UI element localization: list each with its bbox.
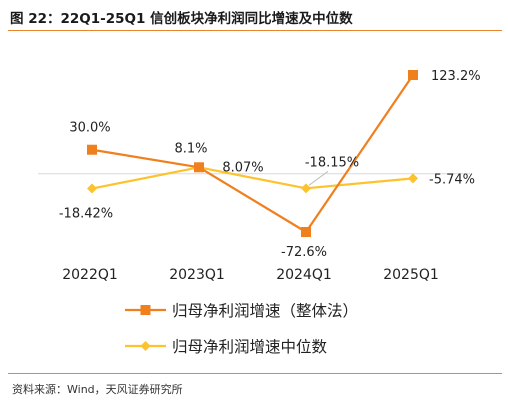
plot-layer [87, 70, 418, 237]
x-tick-label-2024Q1: 2024Q1 [276, 267, 332, 283]
legend-label: 归母净利润增速中位数 [172, 338, 328, 356]
series-line-median [91, 166, 414, 190]
point-median-2022Q1 [87, 183, 97, 194]
point-median-2024Q1 [301, 183, 311, 194]
line-chart: 30.0% 8.1% -72.6% 123.2% -18.42% 8.07% -18.15%… [38, 69, 481, 356]
data-label-median-2022Q1: -18.42% [59, 207, 113, 222]
x-tick-label-2025Q1: 2025Q1 [383, 267, 439, 283]
x-axis: 2022Q1 2023Q1 2024Q1 2025Q1 [62, 267, 439, 283]
x-tick-label-2022Q1: 2022Q1 [62, 267, 118, 283]
legend-item-overall: 归母净利润增速（整体法） [125, 302, 358, 320]
legend-label: 归母净利润增速（整体法） [172, 302, 358, 320]
label-layer: 30.0% 8.1% -72.6% 123.2% -18.42% 8.07% -18.15%… [59, 69, 481, 260]
point-overall-2022Q1 [87, 144, 97, 155]
data-label-median-2025Q1: -5.74% [429, 172, 475, 187]
legend: 归母净利润增速（整体法） 归母净利润增速中位数 [125, 302, 358, 356]
data-label-overall-2024Q1: -72.6% [281, 245, 327, 260]
legend-item-median: 归母净利润增速中位数 [125, 338, 328, 356]
point-overall-2025Q1 [408, 70, 418, 80]
data-label-median-2024Q1: -18.15% [305, 155, 359, 170]
data-label-overall-2025Q1: 123.2% [431, 69, 481, 84]
label-leader-line [308, 170, 329, 186]
data-label-overall-2023Q1: 8.1% [174, 141, 207, 156]
legend-marker-diamond [140, 341, 151, 351]
title-divider [8, 30, 502, 31]
point-median-2025Q1 [408, 173, 418, 184]
footer-divider [8, 373, 502, 374]
data-label-median-2023Q1: 8.07% [222, 160, 263, 175]
point-overall-2023Q1 [194, 162, 204, 173]
source-note: 资料来源：Wind，天风证券研究所 [12, 383, 183, 396]
x-tick-label-2023Q1: 2023Q1 [169, 267, 225, 283]
data-label-overall-2022Q1: 30.0% [69, 121, 110, 136]
point-overall-2024Q1 [301, 227, 311, 237]
figure-title: 图 22：22Q1-25Q1 信创板块净利润同比增速及中位数 [10, 11, 353, 27]
series-line-overall [91, 74, 414, 234]
legend-marker-square [140, 305, 151, 315]
